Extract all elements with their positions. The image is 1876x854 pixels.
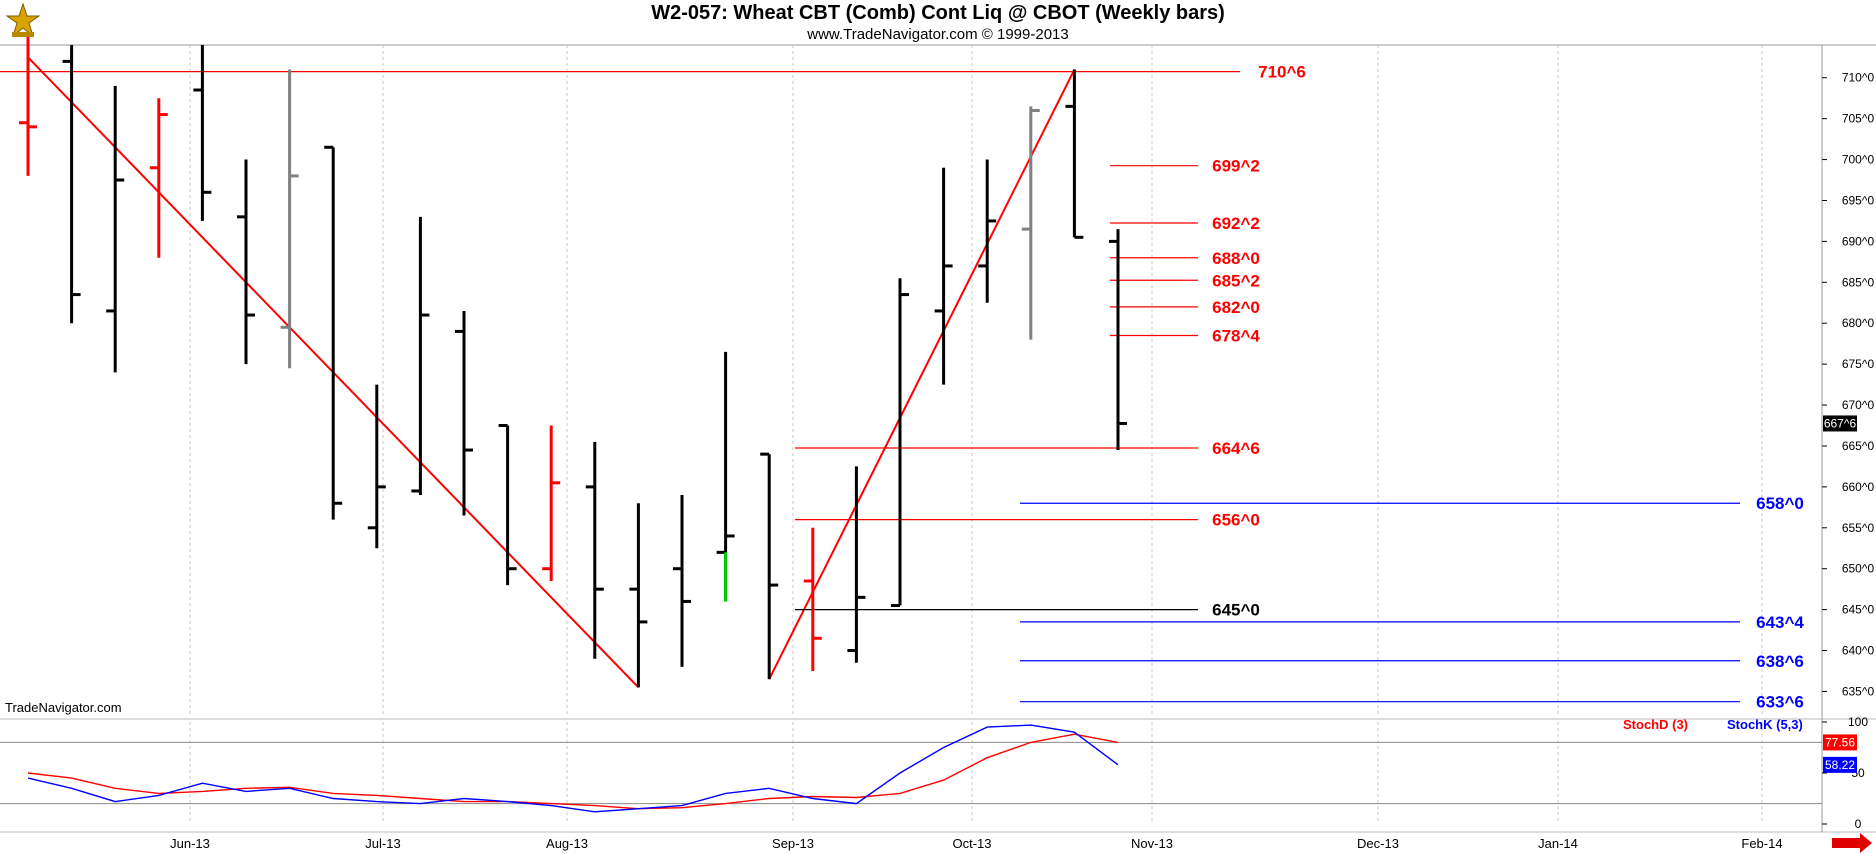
chart-subtitle: www.TradeNavigator.com © 1999-2013 (807, 26, 1069, 43)
y-tick-label: 675^0 (1842, 357, 1875, 371)
x-tick-label: Jul-13 (365, 836, 400, 851)
watermark: TradeNavigator.com (5, 700, 122, 715)
price-levels: 710^6 699^2 692^2 688^0 685^2 682^0 678^4 664^6… (0, 63, 1804, 712)
level-label: 664^6 (1212, 439, 1260, 458)
ohlc-bars (19, 36, 1127, 688)
stoch-tick-label: 0 (1855, 817, 1862, 831)
x-tick-label: Nov-13 (1131, 836, 1173, 851)
ohlc-bar (1021, 106, 1040, 340)
y-tick-label: 665^0 (1842, 439, 1875, 453)
ohlc-bar (498, 424, 517, 586)
stoch-last-tag (1823, 756, 1857, 773)
ohlc-bar (978, 159, 997, 303)
ohlc-bar (149, 98, 168, 258)
grid-lines (0, 44, 1876, 833)
ohlc-bar (106, 85, 125, 373)
x-tick-label: Feb-14 (1741, 836, 1782, 851)
ohlc-bar (411, 216, 430, 496)
y-tick-label: 685^0 (1842, 275, 1875, 289)
ohlc-bar (760, 452, 779, 680)
y-tick-label: 635^0 (1842, 684, 1875, 698)
y-tick-label: 695^0 (1842, 193, 1875, 207)
price-axis: 635^0 640^0 645^0 650^0 655^0 660^0 665^0 670^0… (1822, 71, 1875, 698)
ohlc-bar (891, 278, 909, 608)
x-tick-label: Dec-13 (1357, 836, 1399, 851)
last-price-tag (1823, 415, 1857, 432)
legend-stochk: StochK (5,3) (1727, 717, 1803, 732)
level-label: 699^2 (1212, 157, 1260, 176)
last-price-label: 667^6 (1824, 416, 1857, 430)
ohlc-bar (847, 466, 866, 663)
legend-stochd: StochD (3) (1623, 717, 1688, 732)
x-tick-label: Aug-13 (546, 836, 588, 851)
y-tick-label: 655^0 (1842, 521, 1875, 535)
level-label: 656^0 (1212, 511, 1260, 530)
level-label: 638^6 (1756, 652, 1804, 671)
y-tick-label: 670^0 (1842, 398, 1875, 412)
level-label: 633^6 (1756, 693, 1804, 712)
x-tick-label: Jun-13 (170, 836, 210, 851)
y-tick-label: 660^0 (1842, 480, 1875, 494)
trade-navigator-logo-icon (5, 2, 41, 38)
stoch-series-line (27, 724, 1119, 813)
ohlc-bar (62, 45, 81, 324)
y-tick-label: 710^0 (1842, 71, 1875, 85)
level-label: 685^2 (1212, 271, 1260, 290)
y-tick-label: 640^0 (1842, 644, 1875, 658)
scroll-right-arrow-icon (1832, 833, 1872, 853)
ohlc-bar (19, 36, 37, 176)
ohlc-bar (673, 495, 691, 667)
ohlc-bar (367, 384, 386, 549)
y-tick-label: 705^0 (1842, 112, 1875, 126)
x-tick-label: Sep-13 (772, 836, 814, 851)
ohlc-bar (324, 145, 343, 520)
ohlc-bar (934, 167, 953, 385)
ohlc-bar (542, 425, 561, 581)
ohlc-bar (1065, 69, 1084, 239)
y-tick-label: 700^0 (1842, 153, 1875, 167)
level-label: 688^0 (1212, 249, 1260, 268)
level-label: 692^2 (1212, 214, 1260, 233)
trend-lines (27, 56, 1076, 689)
level-label: 643^4 (1756, 613, 1804, 632)
stoch-last-tag (1823, 734, 1857, 751)
x-tick-label: Jan-14 (1538, 836, 1578, 851)
ohlc-bar (803, 527, 822, 671)
y-tick-label: 645^0 (1842, 603, 1875, 617)
level-label: 682^0 (1212, 298, 1260, 317)
level-label: 658^0 (1756, 494, 1804, 513)
ohlc-bar (629, 503, 648, 688)
x-tick-label: Oct-13 (952, 836, 991, 851)
ohlc-bar (455, 310, 473, 516)
level-label: 710^6 (1258, 63, 1306, 82)
level-label: 645^0 (1212, 601, 1260, 620)
ohlc-bar (237, 159, 255, 365)
stoch-tick-label: 100 (1848, 715, 1868, 729)
stoch-last-label: 77.56 (1825, 735, 1855, 749)
stoch-last-label: 58.22 (1825, 758, 1855, 772)
y-tick-label: 650^0 (1842, 562, 1875, 576)
ohlc-bar (193, 45, 212, 221)
date-axis: Jun-13 Jul-13 Aug-13 Sep-13 Oct-13 Nov-13 Dec-… (170, 833, 1872, 853)
ohlc-bar (280, 69, 299, 369)
chart-title: W2-057: Wheat CBT (Comb) Cont Liq @ CBOT… (651, 2, 1225, 24)
stoch-series-line (27, 733, 1119, 810)
y-tick-label: 690^0 (1842, 234, 1875, 248)
trend-line (768, 69, 1076, 680)
y-tick-label: 680^0 (1842, 316, 1875, 330)
level-label: 678^4 (1212, 326, 1260, 345)
ohlc-bar (585, 441, 604, 659)
ohlc-bar (1109, 229, 1127, 451)
